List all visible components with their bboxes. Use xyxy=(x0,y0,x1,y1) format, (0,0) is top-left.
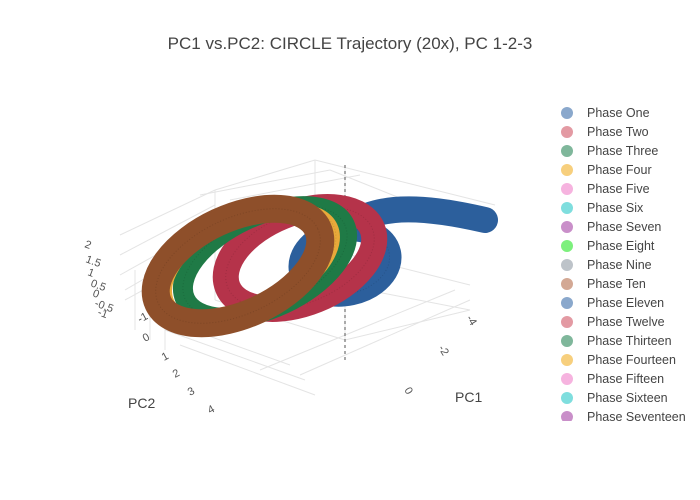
grid-line xyxy=(199,169,331,196)
legend-item[interactable]: Phase Fourteen xyxy=(555,350,700,369)
legend-label: Phase Ten xyxy=(587,276,646,291)
legend-swatch-icon xyxy=(561,125,573,138)
legend-swatch-icon xyxy=(561,106,573,119)
legend-item[interactable]: Phase Six xyxy=(555,198,700,217)
legend-swatch-icon xyxy=(561,391,573,404)
legend-swatch-icon xyxy=(561,220,573,233)
legend-label: Phase Fourteen xyxy=(587,352,676,367)
legend-label: Phase Eight xyxy=(587,238,655,253)
legend-label: Phase Thirteen xyxy=(587,333,672,348)
legend-label: Phase Twelve xyxy=(587,314,665,329)
y-axis-title: PC2 xyxy=(128,395,155,411)
legend-swatch-icon xyxy=(561,315,573,328)
trajectory-marks[interactable] xyxy=(138,183,498,347)
legend-label: Phase Sixteen xyxy=(587,390,668,405)
legend-swatch-icon xyxy=(561,353,573,366)
z-tick-label: 1.5 xyxy=(84,254,102,271)
legend-item[interactable]: Phase Sixteen xyxy=(555,388,700,407)
legend-item[interactable]: Phase Thirteen xyxy=(555,331,700,350)
x-axis-title: PC1 xyxy=(455,389,482,405)
y-tick-label: 3 xyxy=(186,385,197,398)
z-tick-label: 2 xyxy=(83,239,93,252)
legend-swatch-icon xyxy=(561,239,573,252)
legend-label: Phase Five xyxy=(587,181,650,196)
legend-item[interactable]: Phase Nine xyxy=(555,255,700,274)
legend-label: Phase Fifteen xyxy=(587,371,665,386)
legend-label: Phase Nine xyxy=(587,257,652,272)
legend-item[interactable]: Phase Eight xyxy=(555,236,700,255)
y-tick-label: 2 xyxy=(171,367,182,380)
grid-line xyxy=(299,299,471,376)
legend-label: Phase Eleven xyxy=(587,295,665,310)
x-tick-label: -2 xyxy=(435,343,450,358)
y-tick-label: 0 xyxy=(141,331,152,344)
grid-line xyxy=(179,344,316,396)
legend-label: Phase Six xyxy=(587,200,644,215)
legend-item[interactable]: Phase Fifteen xyxy=(555,369,700,388)
legend-label: Phase One xyxy=(587,105,650,120)
legend-label: Phase Three xyxy=(587,143,659,158)
legend-item[interactable]: Phase Twelve xyxy=(555,312,700,331)
legend-item[interactable]: Phase Ten xyxy=(555,274,700,293)
legend-swatch-icon xyxy=(561,296,573,309)
legend-label: Phase Seven xyxy=(587,219,662,234)
green-ring-trace-texture xyxy=(182,205,348,319)
y-tick-label: 4 xyxy=(206,403,217,416)
grid-line xyxy=(119,189,216,236)
legend-swatch-icon xyxy=(561,163,573,176)
grid-line xyxy=(344,309,471,341)
legend-swatch-icon xyxy=(561,277,573,290)
legend-label: Phase Four xyxy=(587,162,652,177)
legend-swatch-icon xyxy=(561,410,573,421)
chart-title: PC1 vs.PC2: CIRCLE Trajectory (20x), PC … xyxy=(167,34,533,53)
legend-item[interactable]: Phase Two xyxy=(555,122,700,141)
y-tick-label: 1 xyxy=(160,350,171,363)
legend-item[interactable]: Phase Eleven xyxy=(555,293,700,312)
grid-line xyxy=(259,289,456,371)
legend-item[interactable]: Phase Three xyxy=(555,141,700,160)
x-tick-label: -4 xyxy=(463,313,478,328)
legend[interactable]: Phase One Phase Two Phase Three Phase Four P… xyxy=(555,103,700,421)
legend-item[interactable]: Phase Seventeen xyxy=(555,407,700,421)
legend-item[interactable]: Phase One xyxy=(555,103,700,122)
z-tick-label: -1 xyxy=(96,307,109,322)
legend-item[interactable]: Phase Four xyxy=(555,160,700,179)
grid-line xyxy=(214,159,316,191)
legend-swatch-icon xyxy=(561,182,573,195)
legend-label: Phase Two xyxy=(587,124,649,139)
legend-swatch-icon xyxy=(561,201,573,214)
x-tick-label: 0 xyxy=(401,385,414,397)
legend-swatch-icon xyxy=(561,258,573,271)
z-tick-label: 0.5 xyxy=(89,278,107,295)
legend-swatch-icon xyxy=(561,372,573,385)
z-tick-label: 0 xyxy=(91,288,101,301)
grid-line xyxy=(229,174,361,201)
grid-line xyxy=(119,204,216,256)
legend-item[interactable]: Phase Seven xyxy=(555,217,700,236)
grid-line xyxy=(164,329,306,381)
legend-swatch-icon xyxy=(561,334,573,347)
brown-ring-trace-texture xyxy=(155,208,321,324)
legend-label: Phase Seventeen xyxy=(587,409,686,422)
legend-swatch-icon xyxy=(561,144,573,157)
z-tick-label: 1 xyxy=(86,267,96,280)
brown-ring-trace[interactable] xyxy=(138,185,338,346)
legend-item[interactable]: Phase Five xyxy=(555,179,700,198)
